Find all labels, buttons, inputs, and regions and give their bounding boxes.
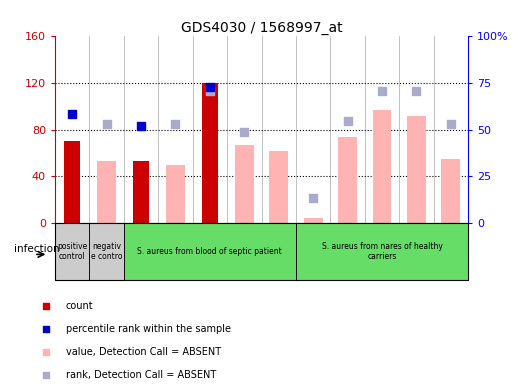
Point	[309, 195, 317, 201]
Text: negativ
e contro: negativ e contro	[91, 242, 122, 261]
Title: GDS4030 / 1568997_at: GDS4030 / 1568997_at	[180, 22, 343, 35]
Bar	[304, 218, 323, 223]
Text: rank, Detection Call = ABSENT: rank, Detection Call = ABSENT	[66, 370, 216, 380]
Point	[42, 326, 50, 332]
Bar	[124, 223, 296, 280]
Point	[206, 83, 214, 89]
Text: count: count	[66, 301, 94, 311]
Bar	[166, 164, 185, 223]
Bar	[55, 223, 89, 280]
Point	[171, 121, 179, 127]
Point	[103, 121, 111, 127]
Bar	[269, 151, 288, 223]
Bar	[235, 145, 254, 223]
Point	[344, 118, 352, 124]
Text: S. aureus from nares of healthy
carriers: S. aureus from nares of healthy carriers	[322, 242, 442, 261]
Text: infection: infection	[14, 243, 59, 254]
Point	[42, 372, 50, 378]
Point	[206, 88, 214, 94]
Text: positive
control: positive control	[57, 242, 87, 261]
Point	[68, 111, 76, 118]
Bar	[441, 159, 460, 223]
Text: S. aureus from blood of septic patient: S. aureus from blood of septic patient	[138, 247, 282, 256]
Bar	[202, 83, 218, 223]
Bar	[89, 223, 124, 280]
Point	[42, 349, 50, 355]
Point	[137, 123, 145, 129]
Point	[378, 88, 386, 94]
Bar	[407, 116, 426, 223]
Bar	[338, 137, 357, 223]
Point	[412, 88, 420, 94]
Point	[42, 303, 50, 309]
Text: percentile rank within the sample: percentile rank within the sample	[66, 324, 231, 334]
Bar	[372, 110, 392, 223]
Text: value, Detection Call = ABSENT: value, Detection Call = ABSENT	[66, 347, 221, 357]
Bar	[296, 223, 468, 280]
Bar	[64, 141, 80, 223]
Bar	[97, 161, 116, 223]
Point	[447, 121, 455, 127]
Bar	[133, 161, 149, 223]
Point	[240, 129, 248, 135]
